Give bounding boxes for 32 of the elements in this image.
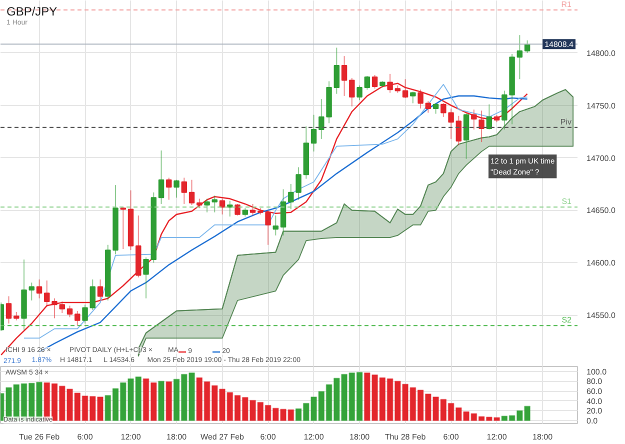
x-tick-label: 12:00	[120, 432, 142, 442]
ref-line-label: 14808.4	[544, 40, 574, 50]
y-tick-label: 14800.0	[586, 48, 616, 58]
y-tick-label: 40.0	[586, 396, 603, 406]
x-tick-label: 12:00	[304, 432, 324, 442]
x-tick-label: 18:00	[166, 432, 188, 442]
x-tick-label: Wed 27 Feb	[200, 432, 245, 442]
y-tick-label: 14700.0	[586, 154, 616, 163]
x-tick-label: 6:00	[443, 432, 460, 442]
y-tick-label: 14750.0	[586, 101, 616, 110]
ref-line-label: S1	[562, 197, 572, 206]
y-tick-label: 100.0	[586, 367, 608, 376]
y-tick-label: 14650.0	[586, 206, 616, 216]
bar	[158, 380, 165, 422]
y-tick-label: 14550.0	[586, 311, 616, 320]
x-tick-label: 18:00	[350, 432, 370, 442]
y-tick-label: 20.0	[586, 406, 603, 416]
x-tick-label: 18:00	[532, 432, 554, 442]
x-tick-label: 12:00	[486, 432, 508, 442]
ref-line-label: R1	[561, 0, 572, 9]
y-tick-label: 14600.0	[586, 258, 616, 268]
ref-line-label: S2	[562, 316, 572, 325]
bar	[166, 381, 172, 422]
y-tick-label: 80.0	[586, 377, 603, 386]
x-tick-label: Tue 26 Feb	[18, 432, 60, 442]
x-tick-label: Thu 28 Feb	[384, 432, 426, 442]
y-tick-label: 0.0	[586, 416, 598, 426]
x-tick-label: 6:00	[77, 432, 94, 442]
x-tick-label: 6:00	[260, 432, 276, 442]
ref-line-label: Piv	[560, 117, 572, 126]
chart-title: GBP/JPY	[6, 4, 58, 18]
y-tick-label: 60.0	[586, 387, 603, 396]
